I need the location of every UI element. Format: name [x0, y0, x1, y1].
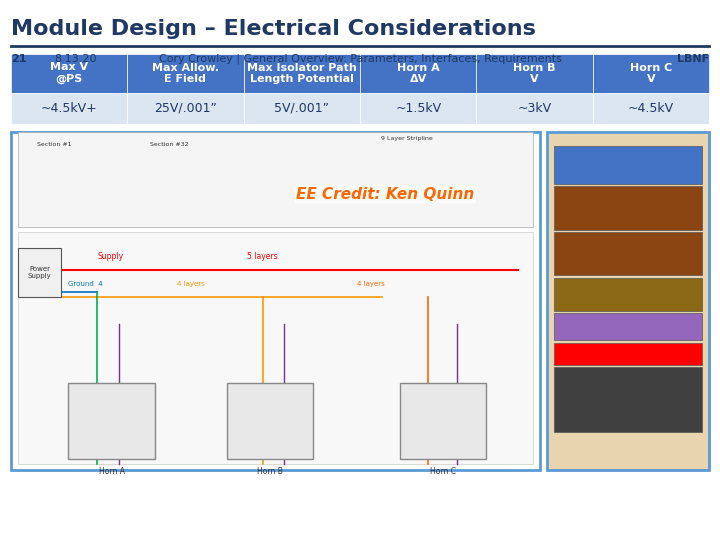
Text: Max V
@PS: Max V @PS: [50, 63, 88, 84]
Text: 21: 21: [11, 54, 27, 64]
Text: Horn B: Horn B: [257, 467, 283, 476]
Text: Ground  4: Ground 4: [68, 281, 103, 287]
FancyBboxPatch shape: [11, 93, 127, 124]
Text: Max Allow.
E Field: Max Allow. E Field: [152, 63, 219, 84]
FancyBboxPatch shape: [68, 383, 155, 459]
FancyBboxPatch shape: [593, 54, 709, 93]
Text: Horn A
ΔV: Horn A ΔV: [397, 63, 440, 84]
FancyBboxPatch shape: [554, 278, 702, 310]
Text: ~4.5kV+: ~4.5kV+: [40, 102, 97, 115]
FancyBboxPatch shape: [127, 93, 243, 124]
FancyBboxPatch shape: [11, 132, 540, 470]
FancyBboxPatch shape: [243, 54, 360, 93]
FancyBboxPatch shape: [400, 383, 486, 459]
Text: EE Credit: Ken Quinn: EE Credit: Ken Quinn: [296, 187, 474, 202]
FancyBboxPatch shape: [18, 248, 61, 297]
Text: 5V/.001”: 5V/.001”: [274, 102, 329, 115]
Text: Supply: Supply: [97, 252, 123, 261]
FancyBboxPatch shape: [11, 54, 127, 93]
FancyBboxPatch shape: [227, 383, 313, 459]
Text: Horn C: Horn C: [430, 467, 456, 476]
FancyBboxPatch shape: [18, 232, 533, 464]
FancyBboxPatch shape: [477, 93, 593, 124]
FancyBboxPatch shape: [243, 93, 360, 124]
Text: Module Design – Electrical Considerations: Module Design – Electrical Consideration…: [11, 19, 536, 39]
Text: Section #32: Section #32: [150, 142, 189, 147]
FancyBboxPatch shape: [554, 343, 702, 364]
Text: Section #1: Section #1: [37, 142, 71, 147]
Text: Horn B
V: Horn B V: [513, 63, 556, 84]
FancyBboxPatch shape: [593, 93, 709, 124]
Text: Max Isolator Path
Length Potential: Max Isolator Path Length Potential: [247, 63, 356, 84]
Text: 25V/.001”: 25V/.001”: [154, 102, 217, 115]
FancyBboxPatch shape: [554, 313, 702, 340]
FancyBboxPatch shape: [360, 93, 477, 124]
Text: 4 layers: 4 layers: [177, 281, 204, 287]
Text: ~4.5kV: ~4.5kV: [628, 102, 674, 115]
FancyBboxPatch shape: [127, 54, 243, 93]
FancyBboxPatch shape: [554, 186, 702, 230]
Text: 5 layers: 5 layers: [248, 252, 278, 261]
Text: LBNF: LBNF: [677, 54, 709, 64]
Text: ~1.5kV: ~1.5kV: [395, 102, 441, 115]
Text: Power
Supply: Power Supply: [28, 266, 51, 279]
Text: Horn C
V: Horn C V: [630, 63, 672, 84]
FancyBboxPatch shape: [360, 54, 477, 93]
FancyBboxPatch shape: [18, 132, 533, 227]
FancyBboxPatch shape: [554, 232, 702, 275]
FancyBboxPatch shape: [547, 132, 709, 470]
Text: 4 layers: 4 layers: [357, 281, 384, 287]
Text: 9 Layer Stripline: 9 Layer Stripline: [381, 137, 433, 141]
Text: ~3kV: ~3kV: [518, 102, 552, 115]
FancyBboxPatch shape: [554, 367, 702, 432]
FancyBboxPatch shape: [554, 146, 702, 184]
Text: 8.13.20: 8.13.20: [54, 54, 96, 64]
FancyBboxPatch shape: [477, 54, 593, 93]
Text: Cory Crowley | General Overview: Parameters, Interfaces, Requirements: Cory Crowley | General Overview: Paramet…: [158, 54, 562, 64]
Text: Horn A: Horn A: [99, 467, 125, 476]
